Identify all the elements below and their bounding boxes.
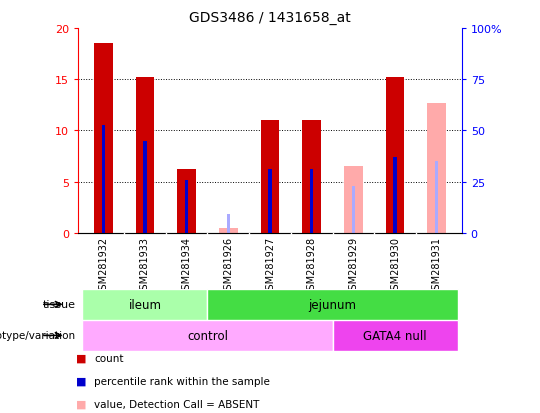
Bar (227, 215, 230, 233)
Text: control: control (187, 329, 228, 342)
Text: ■: ■ (76, 376, 86, 386)
Bar (219, 228, 238, 233)
Text: value, Detection Call = ABSENT: value, Detection Call = ABSENT (94, 399, 260, 408)
Text: tissue: tissue (43, 299, 76, 310)
Bar (185, 180, 188, 233)
Text: genotype/variation: genotype/variation (0, 330, 76, 341)
Text: GATA4 null: GATA4 null (363, 329, 427, 342)
Bar (427, 104, 446, 233)
Text: percentile rank within the sample: percentile rank within the sample (94, 376, 271, 386)
Text: GSM281933: GSM281933 (140, 236, 150, 295)
Bar (344, 167, 363, 233)
Bar (102, 126, 105, 233)
Text: ■: ■ (76, 399, 86, 408)
Bar (143, 141, 147, 233)
Text: GSM281926: GSM281926 (224, 236, 233, 295)
Bar (393, 158, 397, 233)
Bar (333, 320, 457, 351)
Bar (435, 162, 438, 233)
Bar (207, 289, 457, 320)
Text: ileum: ileum (129, 298, 161, 311)
Bar (136, 78, 154, 233)
Text: GSM281932: GSM281932 (98, 236, 109, 295)
Text: ■: ■ (76, 353, 86, 363)
Text: GSM281929: GSM281929 (348, 236, 359, 295)
Bar (261, 121, 279, 233)
Text: GSM281928: GSM281928 (307, 236, 316, 295)
Bar (83, 289, 207, 320)
Bar (94, 44, 113, 233)
Bar (386, 78, 404, 233)
Bar (352, 186, 355, 233)
Text: GSM281931: GSM281931 (431, 236, 442, 295)
Text: GSM281930: GSM281930 (390, 236, 400, 295)
Bar (83, 320, 333, 351)
Bar (268, 170, 272, 233)
Bar (177, 170, 196, 233)
Bar (302, 121, 321, 233)
Text: jejunum: jejunum (308, 298, 356, 311)
Text: GSM281934: GSM281934 (181, 236, 192, 295)
Bar (310, 170, 313, 233)
Text: GSM281927: GSM281927 (265, 236, 275, 295)
Text: count: count (94, 353, 124, 363)
Title: GDS3486 / 1431658_at: GDS3486 / 1431658_at (189, 11, 351, 25)
